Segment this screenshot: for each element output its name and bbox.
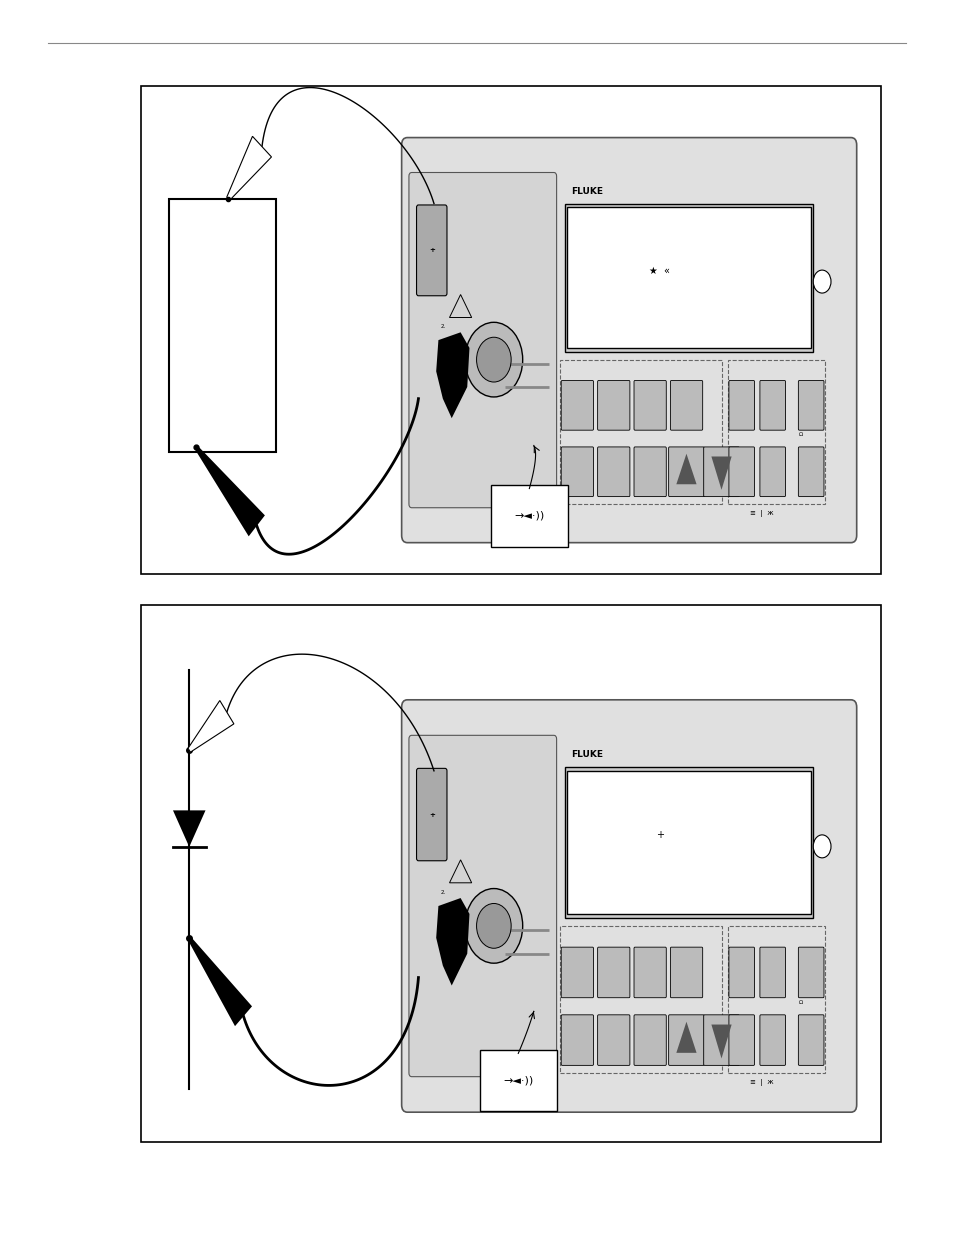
Circle shape: [464, 888, 522, 963]
FancyBboxPatch shape: [560, 947, 593, 998]
FancyBboxPatch shape: [728, 947, 754, 998]
FancyBboxPatch shape: [703, 1015, 739, 1066]
FancyBboxPatch shape: [401, 137, 856, 542]
Text: ≡  |  ж: ≡ | ж: [750, 510, 773, 517]
Bar: [141, 605, 880, 1142]
Bar: [566, 771, 810, 914]
FancyBboxPatch shape: [401, 700, 856, 1113]
FancyBboxPatch shape: [760, 380, 784, 430]
FancyBboxPatch shape: [760, 947, 784, 998]
Circle shape: [812, 835, 830, 858]
FancyBboxPatch shape: [597, 1015, 629, 1066]
FancyBboxPatch shape: [597, 447, 629, 496]
Circle shape: [476, 904, 511, 948]
Circle shape: [812, 270, 830, 293]
FancyBboxPatch shape: [634, 380, 665, 430]
FancyBboxPatch shape: [597, 947, 629, 998]
Polygon shape: [676, 1021, 696, 1052]
Circle shape: [476, 337, 511, 382]
FancyBboxPatch shape: [409, 735, 556, 1077]
Bar: [559, 359, 721, 504]
Bar: [559, 926, 721, 1073]
FancyBboxPatch shape: [634, 447, 665, 496]
Text: +: +: [428, 811, 435, 818]
FancyBboxPatch shape: [670, 947, 702, 998]
Text: +: +: [428, 247, 435, 253]
Bar: [727, 359, 824, 504]
FancyBboxPatch shape: [728, 380, 754, 430]
Text: →◄·)): →◄·)): [502, 1076, 533, 1086]
Text: 2.: 2.: [440, 890, 445, 895]
Polygon shape: [711, 457, 731, 490]
Bar: [564, 204, 812, 352]
FancyBboxPatch shape: [670, 380, 702, 430]
FancyBboxPatch shape: [668, 1015, 703, 1066]
Text: Ω: Ω: [798, 432, 802, 437]
FancyBboxPatch shape: [634, 1015, 665, 1066]
FancyBboxPatch shape: [798, 447, 823, 496]
FancyBboxPatch shape: [634, 947, 665, 998]
Text: +: +: [655, 830, 663, 840]
Polygon shape: [227, 136, 272, 200]
Text: ≡  |  ж: ≡ | ж: [750, 1079, 773, 1087]
Circle shape: [464, 322, 522, 396]
Polygon shape: [711, 1025, 731, 1058]
Polygon shape: [188, 936, 252, 1026]
FancyBboxPatch shape: [560, 380, 593, 430]
Text: →◄·)): →◄·)): [514, 511, 544, 521]
Polygon shape: [436, 332, 469, 419]
FancyBboxPatch shape: [728, 447, 754, 496]
Bar: [566, 207, 810, 348]
Polygon shape: [436, 898, 469, 986]
Polygon shape: [227, 137, 271, 200]
Polygon shape: [676, 453, 696, 484]
Bar: [727, 926, 824, 1073]
Bar: [564, 767, 812, 918]
Text: FLUKE: FLUKE: [571, 751, 603, 760]
Polygon shape: [188, 700, 233, 752]
Text: ★  «: ★ «: [649, 266, 670, 275]
Text: Ω: Ω: [798, 1000, 802, 1005]
Bar: [169, 199, 276, 452]
Polygon shape: [188, 700, 233, 752]
FancyBboxPatch shape: [728, 1015, 754, 1066]
FancyBboxPatch shape: [490, 485, 567, 547]
FancyBboxPatch shape: [760, 1015, 784, 1066]
FancyBboxPatch shape: [560, 447, 593, 496]
FancyBboxPatch shape: [416, 768, 447, 861]
Polygon shape: [172, 810, 205, 847]
FancyBboxPatch shape: [560, 1015, 593, 1066]
FancyBboxPatch shape: [798, 1015, 823, 1066]
FancyBboxPatch shape: [479, 1050, 557, 1112]
FancyBboxPatch shape: [760, 447, 784, 496]
FancyBboxPatch shape: [409, 173, 556, 508]
Text: FLUKE: FLUKE: [571, 188, 603, 196]
FancyBboxPatch shape: [668, 447, 703, 496]
Text: 2.: 2.: [440, 325, 445, 330]
FancyBboxPatch shape: [703, 447, 739, 496]
FancyBboxPatch shape: [597, 380, 629, 430]
FancyBboxPatch shape: [798, 380, 823, 430]
Polygon shape: [194, 446, 265, 536]
FancyBboxPatch shape: [798, 947, 823, 998]
FancyBboxPatch shape: [416, 205, 447, 295]
Bar: [141, 86, 880, 574]
